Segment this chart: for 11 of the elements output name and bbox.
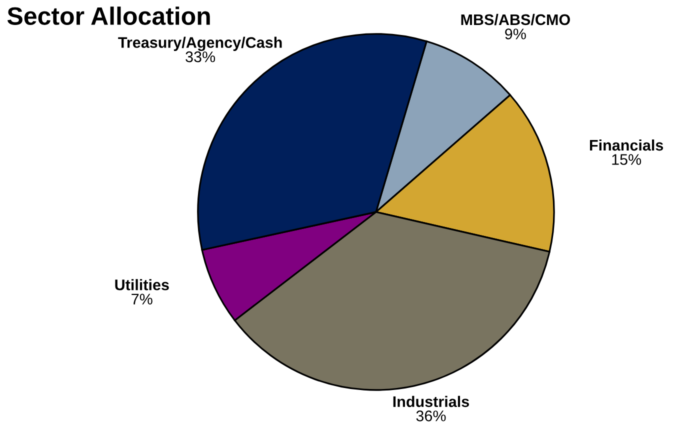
data-label: 7% — [132, 294, 152, 304]
chart-title: Sector Allocation — [7, 6, 210, 25]
slice-label: Industrials — [393, 396, 469, 408]
slice-label: MBS/ABS/CMO — [461, 14, 570, 26]
data-label: 36% — [416, 410, 446, 422]
data-label: 33% — [186, 51, 216, 62]
data-label: 9% — [505, 28, 526, 40]
slice-label: Financials — [590, 139, 664, 151]
slice-label: Utilities — [115, 279, 169, 290]
slice-label: Treasury/Agency/Cash — [118, 36, 282, 52]
data-label: 15% — [612, 154, 642, 165]
